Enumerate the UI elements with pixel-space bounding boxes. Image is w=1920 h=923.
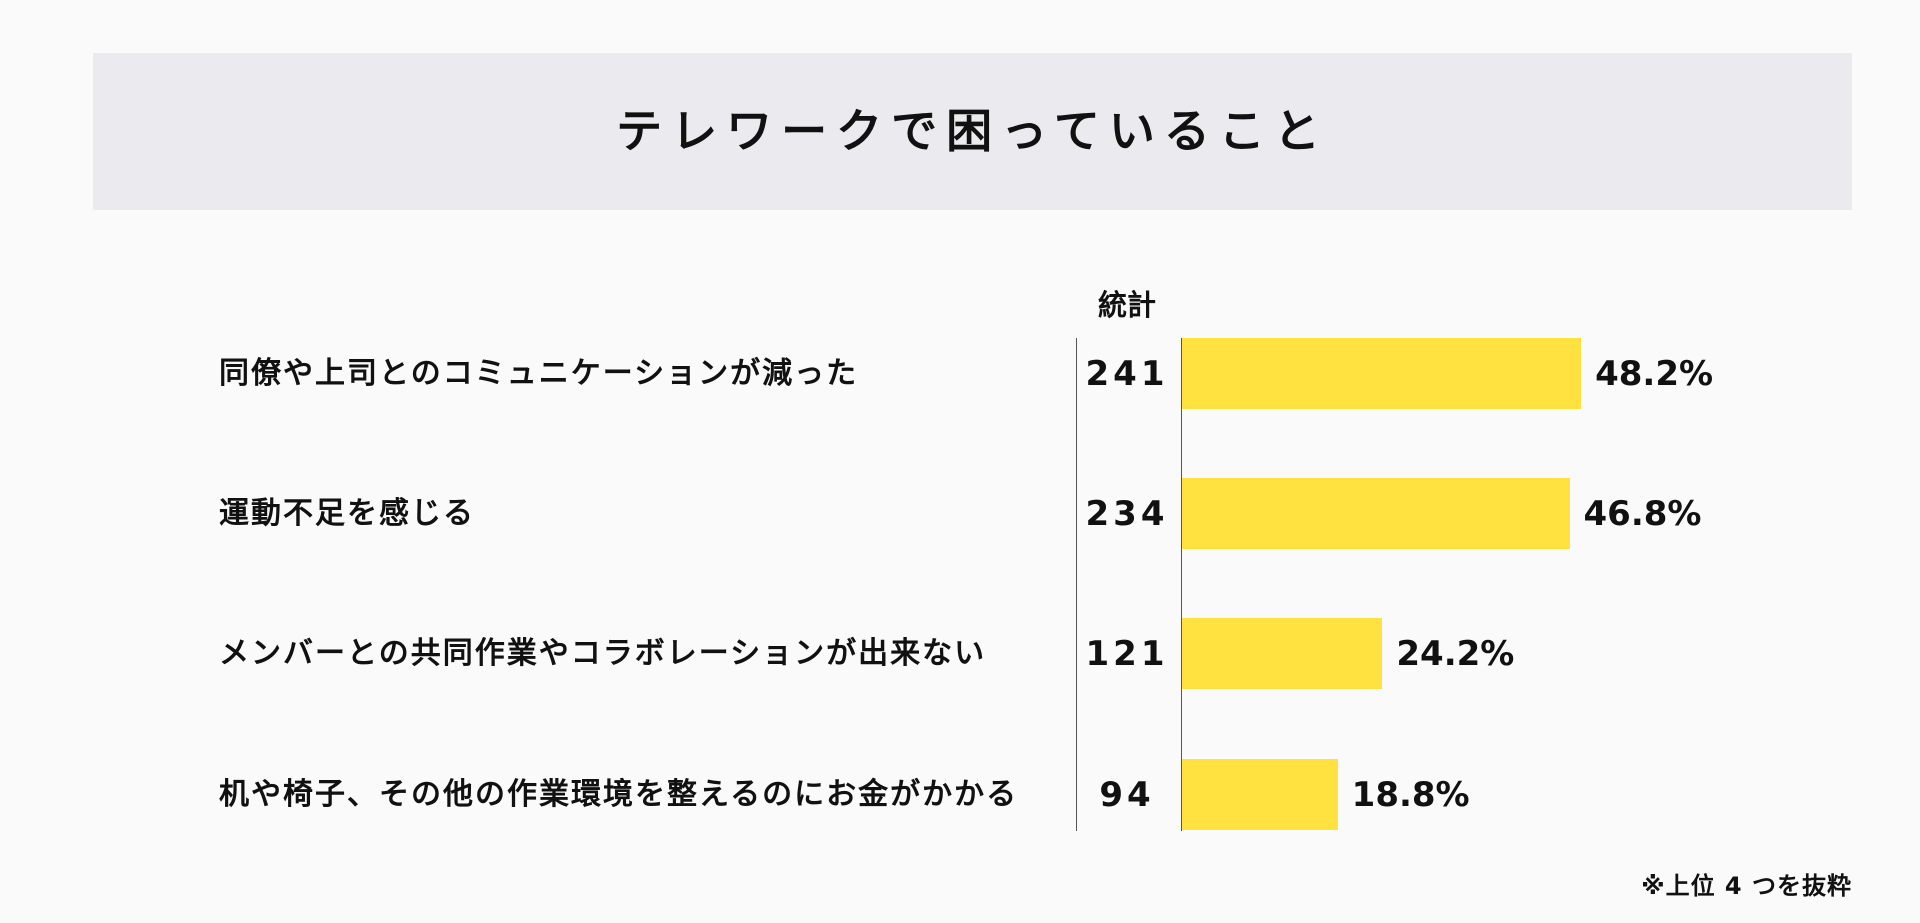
count-value: 94 [1099,775,1155,815]
chart-title: テレワークで困っていること [616,104,1329,158]
category-label: 運動不足を感じる [219,496,475,531]
title-banner: テレワークで困っていること [93,53,1852,210]
bar-axis-line [1181,338,1182,831]
count-column-header: 統計 [1097,288,1156,322]
percent-label: 46.8% [1583,494,1702,534]
percent-label: 48.2% [1595,354,1714,394]
count-column-divider [1076,338,1077,831]
bar [1182,759,1338,830]
percent-label: 24.2% [1396,634,1515,674]
percent-label: 18.8% [1351,775,1470,815]
bar [1182,478,1570,549]
count-value: 234 [1085,494,1169,534]
bar [1182,618,1383,689]
category-label: 同僚や上司とのコミュニケーションが減った [219,356,859,391]
bar [1182,338,1582,409]
footnote: ※上位 4 つを抜粋 [1641,872,1852,900]
category-label: メンバーとの共同作業やコラボレーションが出来ない [219,636,987,671]
count-value: 241 [1085,354,1169,394]
category-label: 机や椅子、その他の作業環境を整えるのにお金がかかる [219,777,1019,812]
count-value: 121 [1085,634,1169,674]
